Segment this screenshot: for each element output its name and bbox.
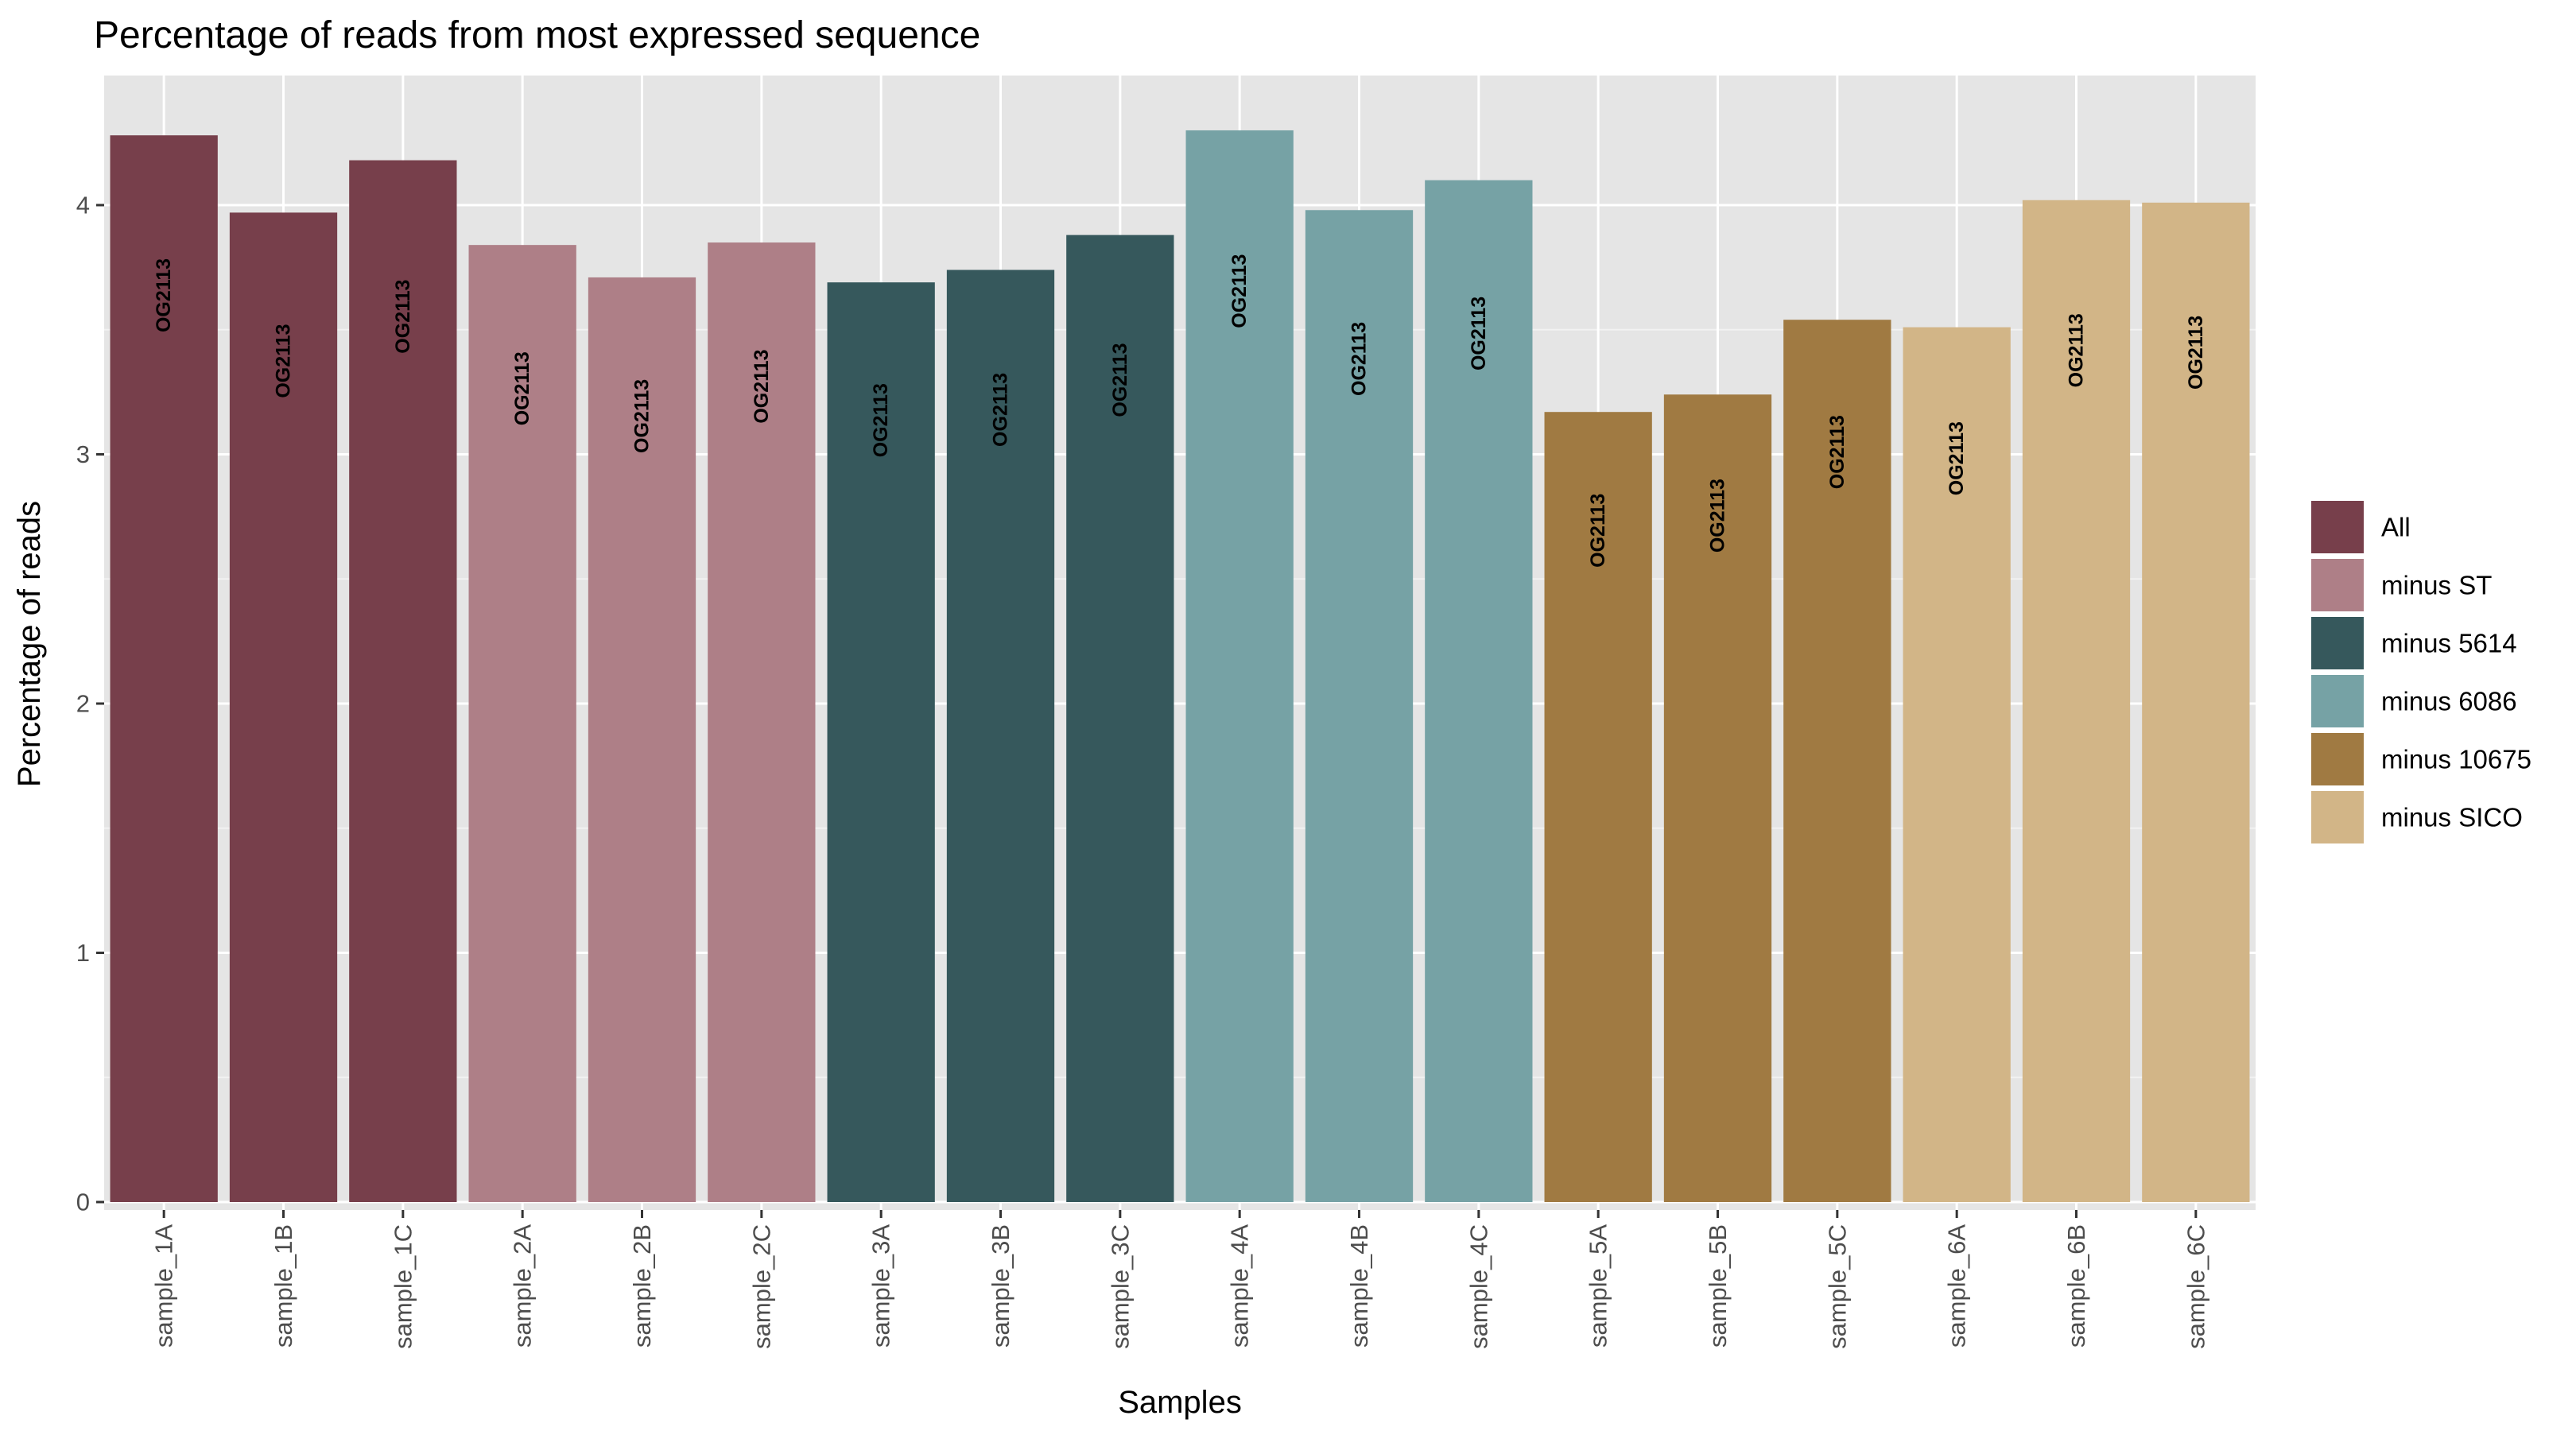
x-tick-label: sample_6B [2062, 1224, 2090, 1348]
bar-value-label: OG2113 [511, 351, 533, 425]
bar-sample_1B [229, 212, 338, 1202]
y-tick-label: 3 [76, 440, 90, 468]
bar-sample_3A [827, 282, 935, 1202]
legend-key [2311, 559, 2364, 611]
bar-sample_4B [1305, 210, 1414, 1202]
plot-panel [104, 76, 2256, 1210]
x-tick-label: sample_3C [1106, 1224, 1134, 1349]
x-tick-label: sample_6C [2182, 1224, 2209, 1349]
bar-labels: OG2113 OG2113 OG2113 OG2113 OG2113 OG2113 OG21… [153, 254, 2207, 568]
y-axis: 0 1 2 3 4 [76, 192, 104, 1216]
x-tick-label: sample_5C [1823, 1224, 1851, 1349]
bar-value-label: OG2113 [751, 350, 773, 424]
x-tick-label: sample_2A [509, 1224, 537, 1348]
bar-sample_4C [1425, 180, 1533, 1202]
x-tick-label: sample_3B [987, 1224, 1014, 1348]
legend-label: minus ST [2381, 571, 2492, 600]
legend-key [2311, 617, 2364, 669]
y-tick-label: 0 [76, 1189, 90, 1216]
legend-label: minus 10675 [2381, 745, 2531, 774]
x-axis-title: Samples [1118, 1385, 1242, 1420]
x-tick-label: sample_6A [1943, 1224, 1971, 1348]
x-tick-label: sample_5A [1585, 1224, 1612, 1348]
legend-key [2311, 675, 2364, 727]
x-tick-label: sample_4B [1345, 1224, 1373, 1348]
bar-value-label: OG2113 [1826, 415, 1849, 489]
bar-sample_2A [468, 245, 576, 1202]
y-tick-label: 2 [76, 690, 90, 718]
bar-sample_1A [110, 135, 218, 1203]
bar-sample_2C [708, 242, 816, 1202]
bar-value-label: OG2113 [153, 258, 175, 332]
bar-sample_5C [1783, 320, 1891, 1203]
bar-value-label: OG2113 [2185, 316, 2207, 390]
x-tick-label: sample_4A [1226, 1224, 1254, 1348]
x-tick-label: sample_3A [867, 1224, 895, 1348]
bar-sample_2B [588, 277, 696, 1202]
bar-value-label: OG2113 [1109, 343, 1131, 417]
x-axis: sample_1A sample_1B sample_1C sample_2A samp… [150, 1210, 2209, 1349]
bar-value-label: OG2113 [1468, 297, 1490, 370]
bar-sample_4A [1185, 130, 1294, 1203]
bar-value-label: OG2113 [990, 373, 1012, 447]
bar-value-label: OG2113 [273, 324, 295, 398]
bar-value-label: OG2113 [392, 280, 414, 354]
legend-label: minus 5614 [2381, 629, 2517, 658]
bar-value-label: OG2113 [1946, 421, 1968, 495]
legend: All minus ST minus 5614 minus 6086 minus 106… [2311, 501, 2531, 843]
bar-value-label: OG2113 [1348, 322, 1371, 396]
bar-value-label: OG2113 [1587, 494, 1609, 568]
bars [110, 130, 2250, 1203]
legend-label: All [2381, 513, 2411, 542]
y-axis-title: Percentage of reads [12, 501, 47, 787]
x-tick-label: sample_1A [150, 1224, 178, 1348]
x-tick-label: sample_5B [1704, 1224, 1732, 1348]
legend-key [2311, 791, 2364, 843]
x-tick-label: sample_2C [747, 1224, 775, 1349]
bar-sample_3B [946, 270, 1055, 1202]
bar-value-label: OG2113 [870, 383, 892, 457]
x-tick-label: sample_4C [1465, 1224, 1492, 1349]
y-tick-label: 4 [76, 192, 90, 219]
legend-label: minus SICO [2381, 803, 2523, 832]
y-tick-label: 1 [76, 939, 90, 967]
x-tick-label: sample_2B [628, 1224, 656, 1348]
legend-key [2311, 501, 2364, 553]
x-tick-label: sample_1C [389, 1224, 417, 1349]
bar-value-label: OG2113 [1707, 479, 1729, 553]
bar-sample_5A [1544, 412, 1652, 1202]
bar-value-label: OG2113 [1228, 254, 1251, 328]
bar-sample_5B [1663, 394, 1772, 1202]
bar-value-label: OG2113 [2066, 313, 2088, 387]
bar-sample_6C [2142, 202, 2250, 1203]
bar-sample_1C [349, 160, 457, 1202]
legend-label: minus 6086 [2381, 687, 2517, 716]
legend-key [2311, 733, 2364, 785]
bar-value-label: OG2113 [631, 379, 654, 453]
x-tick-label: sample_1B [270, 1224, 297, 1348]
chart-title: Percentage of reads from most expressed … [94, 14, 980, 56]
bar-sample_6A [1903, 327, 2011, 1202]
bar-sample_3C [1066, 235, 1174, 1202]
bar-sample_6B [2022, 200, 2131, 1203]
